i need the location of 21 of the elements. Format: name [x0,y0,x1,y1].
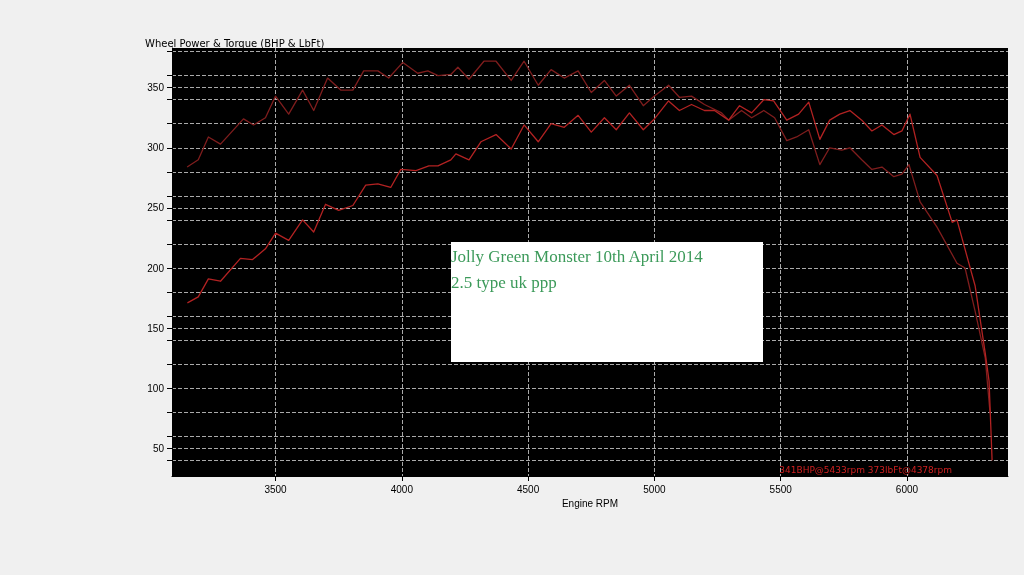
line-series [186,60,991,415]
x-tick-label: 5000 [643,483,666,495]
y-tick-label: 350 [147,82,165,94]
x-tick-label: 5500 [769,483,793,495]
y-tick-label: 100 [147,382,165,394]
y-tick-label: 200 [147,262,165,274]
y-tick-label: 300 [147,142,165,154]
annotation: 2.5 type uk ppp [451,273,557,293]
chart-title: Wheel Power & Torque (BHP & LbFt) [145,37,325,49]
note-card: Jolly Green Monster 10th April 2014 2.5 type uk ppp [451,242,763,362]
annotation: 341BHP@5433rpm 373lbFt@4378rpm [779,464,953,475]
x-tick-label: 4000 [390,483,414,495]
x-tick-label: 6000 [895,483,919,495]
y-tick-label: 250 [147,202,165,214]
line-series [186,99,993,462]
annotation: Jolly Green Monster 10th April 2014 [451,247,703,267]
x-axis-title: Engine RPM [561,498,619,510]
x-tick-label: 4500 [517,483,540,495]
y-tick-label: 50 [152,442,165,454]
y-tick-label: 150 [147,322,165,334]
x-tick-label: 3500 [264,483,288,495]
